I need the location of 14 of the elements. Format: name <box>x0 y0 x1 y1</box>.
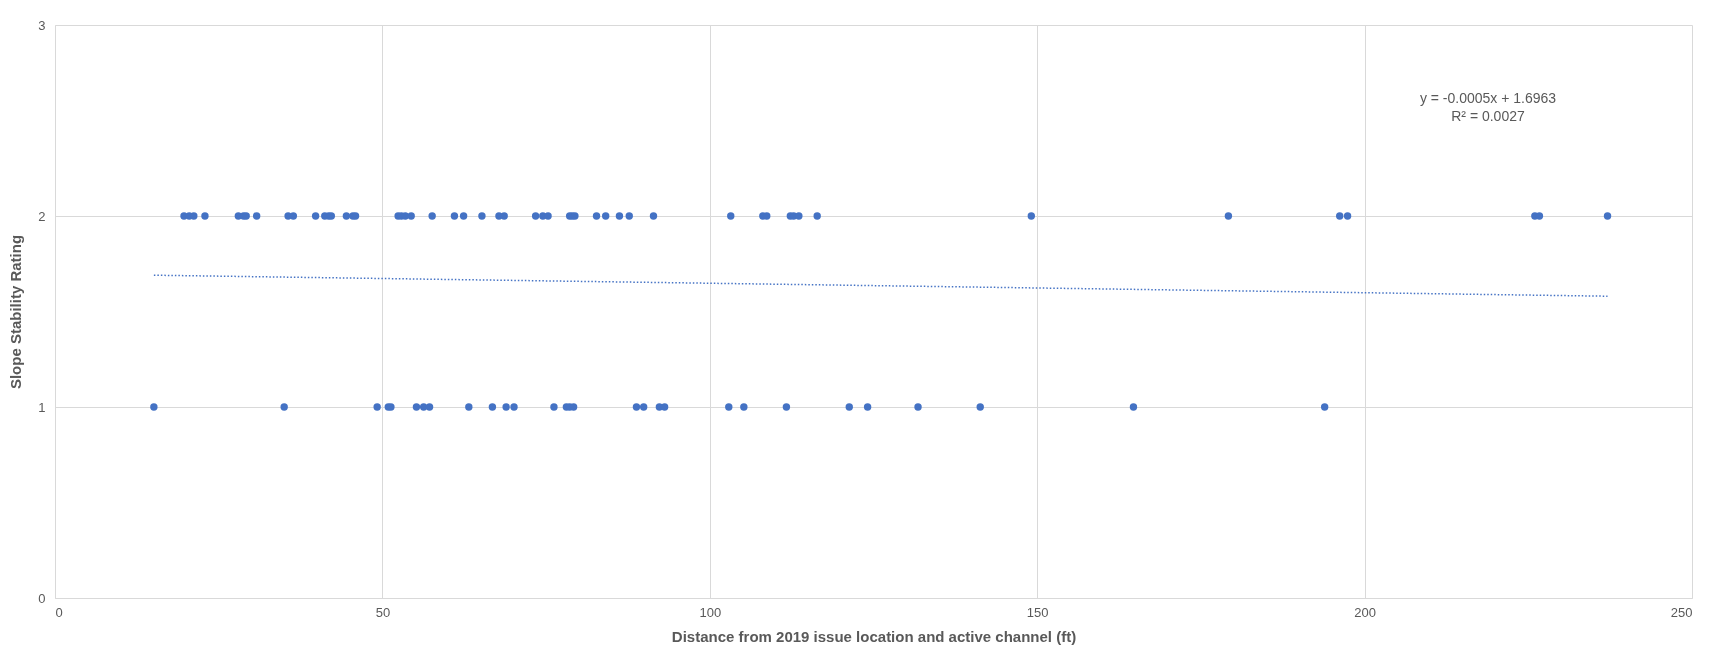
y-tick-label: 2 <box>38 208 46 224</box>
annotation: y = -0.0005x + 1.6963 <box>1419 90 1557 106</box>
x-tick-label: 200 <box>1354 604 1376 620</box>
y-tick-label: 3 <box>38 17 46 33</box>
x-tick-label: 250 <box>1670 604 1693 620</box>
x-tick-label: 150 <box>1026 604 1049 620</box>
y-tick-label: 0 <box>38 590 46 606</box>
annotation: R² = 0.0027 <box>1451 108 1525 124</box>
x-tick-label: 50 <box>375 604 391 620</box>
y-tick-label: 1 <box>38 399 46 415</box>
x-tick-label: 0 <box>55 604 63 620</box>
x-axis-title: Distance from 2019 issue location and active channel (ft) <box>671 627 1077 645</box>
y-axis-title: Slope Stability Rating <box>7 234 25 390</box>
x-tick-label: 100 <box>699 604 722 620</box>
